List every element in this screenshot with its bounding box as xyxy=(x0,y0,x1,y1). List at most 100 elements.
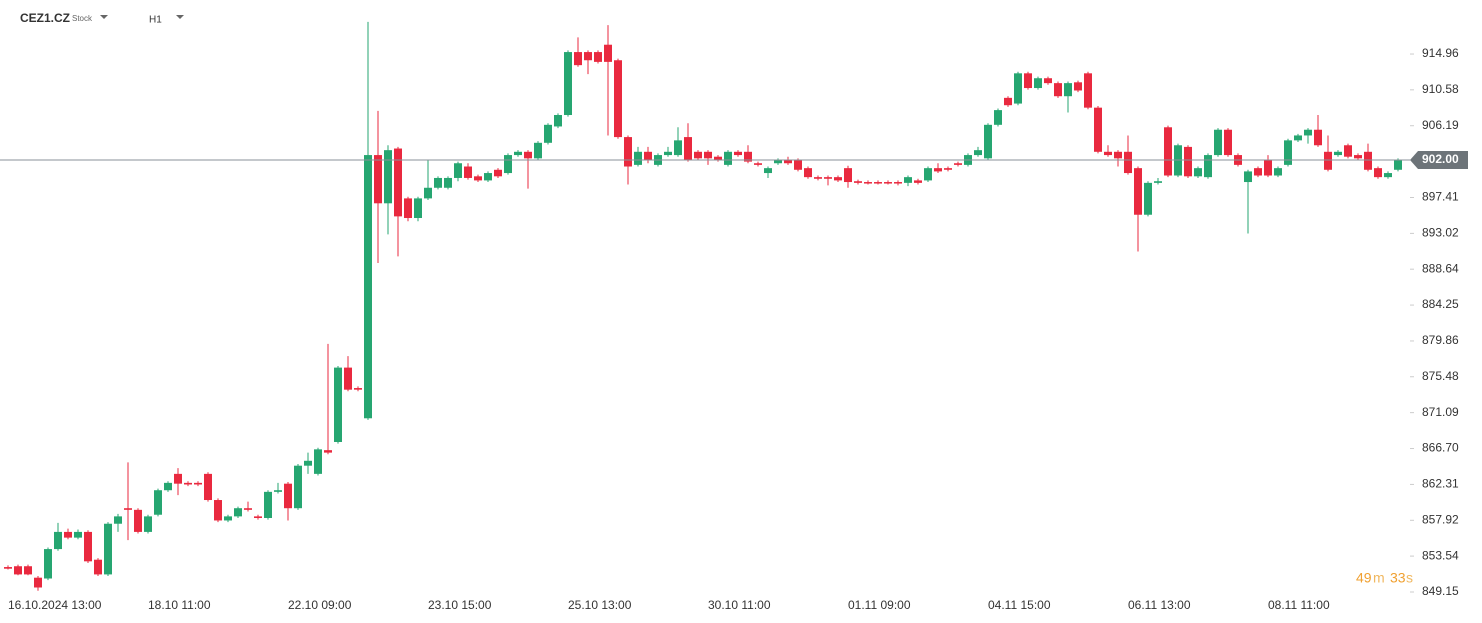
candle-body xyxy=(824,177,832,179)
candle-body xyxy=(424,187,432,199)
y-tick-label: 914.96 xyxy=(1422,46,1459,60)
candle-body xyxy=(234,508,242,517)
candle-body xyxy=(984,124,992,159)
candle-body xyxy=(124,508,132,510)
candle-body xyxy=(354,388,362,390)
candle-body xyxy=(734,151,742,156)
candle-body xyxy=(44,549,52,579)
timeframe[interactable]: H1 xyxy=(149,15,162,26)
candle-body xyxy=(204,473,212,501)
candle-body xyxy=(614,60,622,138)
candle-body xyxy=(74,531,82,538)
candle-body xyxy=(1084,73,1092,108)
y-tick-label: 871.09 xyxy=(1422,405,1459,419)
candle-body xyxy=(314,449,322,474)
candle-body xyxy=(844,168,852,183)
y-tick-label: 910.58 xyxy=(1422,82,1459,96)
countdown-minutes: 49 xyxy=(1356,570,1372,586)
candle-body xyxy=(1224,129,1232,156)
candle-body xyxy=(814,177,822,179)
candle-body xyxy=(304,460,312,466)
candle-body xyxy=(944,168,952,170)
x-tick-label: 22.10 09:00 xyxy=(288,598,352,612)
candle-body xyxy=(874,182,882,184)
candle-body xyxy=(894,182,902,184)
candle-body xyxy=(534,142,542,159)
candle-body xyxy=(764,168,772,174)
candle-body xyxy=(1244,171,1252,183)
candle-body xyxy=(1214,129,1222,156)
y-tick-label: 853.54 xyxy=(1422,548,1459,562)
candle-body xyxy=(434,177,442,188)
candle-body xyxy=(704,151,712,159)
candle-body xyxy=(594,52,602,62)
y-tick-label: 906.19 xyxy=(1422,118,1459,132)
candle-body xyxy=(174,473,182,484)
candle-body xyxy=(1004,97,1012,106)
candle-body xyxy=(554,115,562,127)
candle-body xyxy=(644,151,652,160)
candle-body xyxy=(634,151,642,165)
candle-body xyxy=(1114,151,1122,159)
candle-body xyxy=(784,159,792,164)
candle-body xyxy=(1324,151,1332,170)
candle-body xyxy=(774,159,782,164)
candle-body xyxy=(474,176,482,181)
candle-body xyxy=(1124,151,1132,174)
candle-body xyxy=(524,151,532,159)
candle-body xyxy=(134,509,142,532)
candle-body xyxy=(14,566,22,575)
candle-body xyxy=(1194,168,1202,177)
candle-body xyxy=(4,567,12,569)
candle-body xyxy=(1154,181,1162,183)
candle-body xyxy=(24,566,32,575)
candle-body xyxy=(1144,182,1152,215)
countdown-unit: m xyxy=(1373,570,1385,586)
candle-body xyxy=(1134,168,1142,215)
x-tick-label: 18.10 11:00 xyxy=(148,598,211,612)
candle-body xyxy=(1374,168,1382,178)
candle-body xyxy=(544,124,552,143)
candle-body xyxy=(464,166,472,178)
candle-body xyxy=(514,151,522,156)
candle-body xyxy=(34,577,42,588)
candle-body xyxy=(1344,145,1352,157)
instrument-kind: Stock xyxy=(72,14,93,23)
candle-body xyxy=(404,198,412,219)
candle-body xyxy=(604,44,612,62)
candle-body xyxy=(1354,155,1362,159)
candle-body xyxy=(94,559,102,575)
candle-body xyxy=(1364,151,1372,170)
candle-body xyxy=(1014,73,1022,104)
candle-body xyxy=(1394,159,1402,170)
symbol[interactable]: CEZ1.CZ xyxy=(20,11,70,25)
candle-body xyxy=(624,137,632,167)
x-tick-label: 01.11 09:00 xyxy=(848,598,911,612)
candle-body xyxy=(504,155,512,174)
candle-body xyxy=(184,482,192,485)
candle-body xyxy=(114,516,122,524)
candle-body xyxy=(564,52,572,116)
timeframe-dropdown[interactable] xyxy=(176,15,184,19)
x-tick-label: 23.10 15:00 xyxy=(428,598,492,612)
candle-body xyxy=(1314,129,1322,146)
x-tick-label: 16.10.2024 13:00 xyxy=(8,598,102,612)
candle-body xyxy=(364,155,372,419)
countdown-seconds: 33 xyxy=(1390,570,1406,586)
y-tick-label: 897.41 xyxy=(1422,190,1459,204)
candle-body xyxy=(834,177,842,181)
candle-body xyxy=(684,137,692,160)
y-tick-label: 893.02 xyxy=(1422,226,1459,240)
candle-body xyxy=(444,177,452,188)
candle-body xyxy=(1024,73,1032,89)
candle-body xyxy=(934,168,942,172)
candle-body xyxy=(214,500,222,521)
y-tick-label: 879.86 xyxy=(1422,333,1459,347)
x-tick-label: 25.10 13:00 xyxy=(568,598,632,612)
candle-body xyxy=(294,465,302,509)
candle-body xyxy=(84,531,92,562)
symbol-dropdown[interactable] xyxy=(100,15,108,19)
candle-body xyxy=(694,151,702,159)
candle-body xyxy=(884,182,892,184)
candle-body xyxy=(334,367,342,442)
